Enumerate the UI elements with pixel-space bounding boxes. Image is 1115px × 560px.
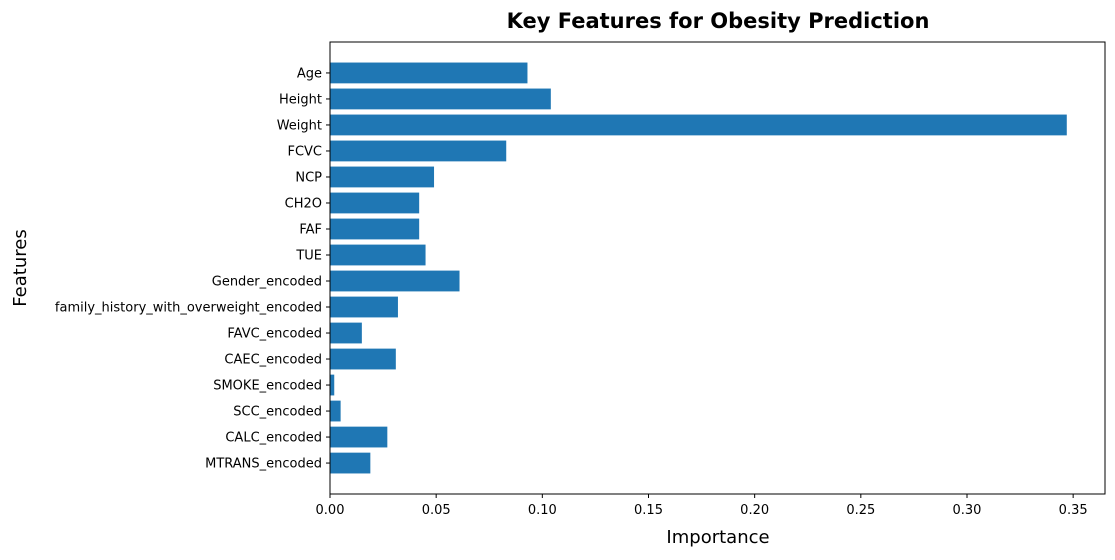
x-tick-label: 0.05 [422,503,451,518]
bar-favc-encoded [330,322,362,344]
bar-ch2o [330,192,420,214]
y-tick-label: CALC_encoded [225,431,322,446]
bar-gender-encoded [330,270,460,292]
bar-height [330,88,551,110]
y-tick-label: FAVC_encoded [227,327,322,342]
y-tick-label: SCC_encoded [233,405,322,420]
y-tick-label: MTRANS_encoded [205,457,322,472]
y-tick-label: NCP [295,170,322,185]
y-ticks-layer: Age Height Weight FCVC NCP CH2O FAF TUE Gender_e… [55,66,330,472]
x-tick-label: 0.00 [316,503,345,518]
y-tick-label: family_history_with_overweight_encoded [55,301,322,316]
y-tick-label: Height [279,92,322,107]
bar-calc-encoded [330,426,388,448]
bar-fcvc [330,140,507,162]
y-tick-label: FCVC [287,144,322,159]
x-tick-label: 0.10 [528,503,557,518]
y-tick-label: Weight [277,118,322,133]
x-ticks-layer: 0.00 0.05 0.10 0.15 0.20 0.25 0.30 0.35 [316,494,1088,518]
y-axis-label: Features [10,229,31,306]
axes-frame [329,41,1106,495]
x-axis-label: Importance [666,527,769,548]
x-tick-label: 0.20 [740,503,769,518]
y-tick-label: SMOKE_encoded [213,379,322,394]
y-tick-label: FAF [299,222,322,237]
bar-faf [330,218,420,240]
bar-weight [330,114,1067,136]
bars-layer [330,62,1067,474]
bar-ncp [330,166,435,188]
y-tick-label: CH2O [285,196,322,211]
x-tick-label: 0.25 [846,503,875,518]
chart-title: Key Features for Obesity Prediction [507,9,930,33]
bar-age [330,62,528,84]
x-tick-label: 0.15 [634,503,663,518]
y-tick-label: CAEC_encoded [224,353,322,368]
bar-scc-encoded [330,400,341,422]
x-tick-label: 0.30 [953,503,982,518]
bar-family-history-with-overweight-encoded [330,296,398,318]
y-tick-label: Age [297,66,322,81]
bar-tue [330,244,426,266]
x-tick-label: 0.35 [1059,503,1088,518]
bar-caec-encoded [330,348,396,370]
y-tick-label: Gender_encoded [212,275,322,290]
axes-border [329,41,1106,495]
bar-smoke-encoded [330,374,335,396]
bar-mtrans-encoded [330,452,371,474]
y-tick-label: TUE [295,248,322,263]
